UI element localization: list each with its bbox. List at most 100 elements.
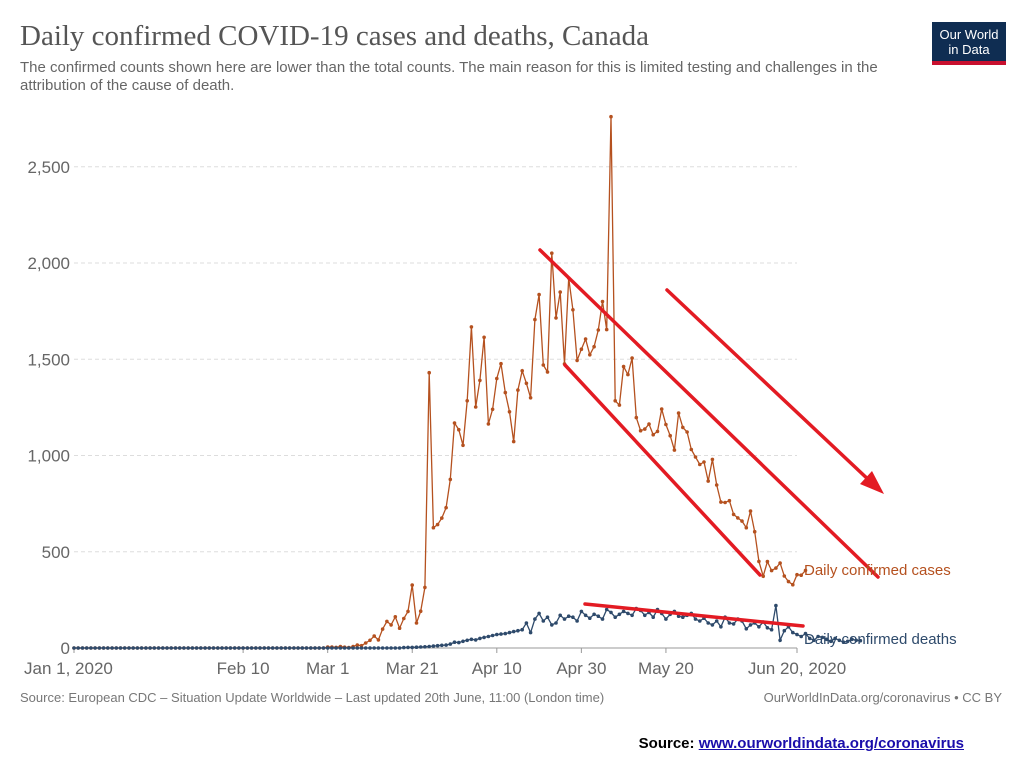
data-point bbox=[148, 646, 152, 650]
data-point bbox=[490, 633, 495, 638]
data-point bbox=[410, 583, 415, 587]
data-point bbox=[199, 646, 203, 650]
data-point bbox=[596, 328, 601, 332]
data-point bbox=[664, 422, 668, 427]
data-point bbox=[604, 327, 609, 332]
data-point bbox=[689, 447, 694, 452]
source-link[interactable]: www.ourworldindata.org/coronavirus bbox=[698, 735, 964, 752]
data-point bbox=[685, 430, 689, 434]
data-point bbox=[173, 646, 178, 650]
data-point bbox=[76, 646, 80, 650]
data-point bbox=[321, 646, 326, 650]
data-point bbox=[727, 621, 732, 625]
data-point bbox=[249, 646, 254, 650]
x-tick-label: Jun 20, 2020 bbox=[748, 659, 846, 678]
data-point bbox=[626, 611, 630, 616]
data-point bbox=[482, 335, 486, 340]
data-point bbox=[351, 646, 355, 650]
data-point bbox=[630, 356, 634, 360]
data-point bbox=[385, 619, 389, 624]
data-point bbox=[736, 516, 740, 520]
data-point bbox=[824, 637, 829, 642]
data-point bbox=[520, 627, 524, 632]
data-point bbox=[194, 646, 199, 650]
data-point bbox=[643, 427, 647, 431]
data-point bbox=[482, 635, 486, 640]
data-point bbox=[511, 629, 516, 634]
data-point bbox=[769, 568, 774, 573]
data-point bbox=[122, 646, 127, 650]
data-point bbox=[397, 626, 402, 630]
x-axis-ticks: Jan 1, 2020 Feb 10 Mar 1 Mar 21 Apr 10 Apr 30… bbox=[24, 648, 846, 678]
data-point bbox=[452, 640, 457, 644]
data-point bbox=[651, 615, 655, 619]
data-point bbox=[858, 638, 863, 643]
x-tick-label: Jan 1, 2020 bbox=[24, 659, 113, 678]
data-point bbox=[84, 646, 89, 650]
data-point bbox=[106, 646, 110, 650]
data-point bbox=[588, 616, 592, 620]
data-point bbox=[731, 622, 736, 626]
data-point bbox=[845, 639, 850, 644]
attribution[interactable]: OurWorldInData.org/coronavirus • CC BY bbox=[763, 690, 1002, 705]
channel-lower-line bbox=[563, 363, 762, 577]
data-point bbox=[334, 646, 338, 650]
data-point bbox=[782, 574, 787, 578]
data-point bbox=[448, 642, 453, 646]
data-point bbox=[791, 582, 795, 587]
data-point bbox=[469, 637, 474, 642]
x-tick-label: Apr 10 bbox=[472, 659, 522, 678]
data-point bbox=[507, 630, 512, 635]
series-label-deaths: Daily confirmed deaths bbox=[804, 631, 957, 648]
data-point bbox=[275, 646, 279, 650]
data-point bbox=[617, 612, 622, 617]
x-tick-label: Feb 10 bbox=[217, 659, 270, 678]
data-point bbox=[368, 638, 372, 643]
data-point bbox=[245, 646, 250, 650]
data-point bbox=[714, 619, 719, 623]
gridlines bbox=[74, 166, 797, 649]
y-tick-label: 1,500 bbox=[27, 350, 70, 369]
data-point bbox=[169, 646, 173, 650]
data-point bbox=[545, 370, 550, 374]
data-point bbox=[571, 615, 575, 619]
data-point bbox=[355, 643, 360, 647]
data-point bbox=[89, 646, 93, 650]
data-point bbox=[406, 645, 410, 650]
y-tick-label: 1,000 bbox=[27, 447, 70, 466]
data-point bbox=[211, 646, 216, 650]
data-point bbox=[495, 632, 499, 637]
data-point bbox=[681, 425, 685, 430]
data-point bbox=[702, 460, 706, 464]
data-point bbox=[220, 646, 224, 650]
data-point bbox=[385, 646, 389, 650]
line-chart: 0 500 1,000 1,500 2,000 2,500 Jan 1, 2020 Feb … bbox=[24, 114, 957, 678]
data-point bbox=[706, 621, 710, 625]
owid-logo[interactable]: Our World in Data bbox=[932, 22, 1006, 65]
data-point bbox=[541, 363, 546, 367]
data-point bbox=[719, 625, 723, 629]
data-point bbox=[270, 646, 275, 650]
data-point bbox=[723, 500, 727, 505]
data-point bbox=[503, 631, 508, 636]
data-point bbox=[719, 500, 723, 504]
data-point bbox=[511, 439, 516, 444]
data-point bbox=[427, 644, 432, 649]
data-point bbox=[693, 617, 698, 621]
data-point bbox=[444, 505, 448, 510]
data-point bbox=[566, 614, 571, 618]
data-point bbox=[393, 615, 398, 619]
data-point bbox=[363, 646, 368, 650]
data-point bbox=[752, 529, 757, 534]
data-point bbox=[338, 646, 343, 650]
data-point bbox=[850, 637, 854, 642]
trend-annotations bbox=[538, 248, 884, 628]
data-point bbox=[554, 316, 558, 320]
data-point bbox=[304, 646, 309, 650]
data-point bbox=[583, 337, 588, 341]
data-point bbox=[528, 396, 533, 400]
data-point bbox=[562, 617, 567, 621]
data-point bbox=[317, 646, 322, 650]
data-point bbox=[139, 646, 144, 650]
data-point bbox=[216, 646, 220, 650]
